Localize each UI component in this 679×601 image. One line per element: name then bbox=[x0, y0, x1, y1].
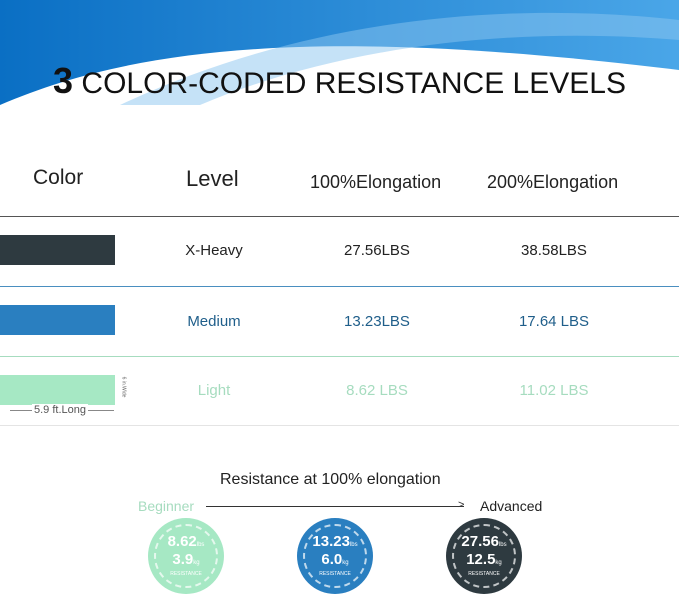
length-label: 5.9 ft.Long bbox=[32, 404, 88, 416]
divider bbox=[0, 425, 679, 426]
color-swatch-medium bbox=[0, 305, 115, 335]
header-banner bbox=[0, 0, 679, 105]
e100-xheavy: 27.56LBS bbox=[344, 242, 410, 259]
badge-xheavy: 27.56lbs 12.5kg RESISTANCE bbox=[446, 518, 522, 594]
level-medium: Medium bbox=[187, 313, 241, 330]
scale-arrow bbox=[206, 506, 464, 507]
level-xheavy: X-Heavy bbox=[185, 242, 243, 259]
badge-medium: 13.23lbs 6.0kg RESISTANCE bbox=[297, 518, 373, 594]
header-level: Level bbox=[186, 166, 239, 191]
divider bbox=[0, 286, 679, 287]
divider bbox=[0, 216, 679, 217]
scale-start: Beginner bbox=[138, 498, 195, 514]
badge-light: 8.62lbs 3.9kg RESISTANCE bbox=[148, 518, 224, 594]
arrow-head-icon: > bbox=[458, 499, 465, 511]
e100-medium: 13.23LBS bbox=[344, 313, 410, 330]
e200-light: 11.02 LBS bbox=[519, 382, 589, 399]
e200-xheavy: 38.58LBS bbox=[521, 242, 587, 259]
divider bbox=[0, 356, 679, 357]
level-light: Light bbox=[197, 382, 231, 399]
width-label: 6 in.Wide bbox=[120, 376, 127, 398]
header-200: 200%Elongation bbox=[487, 172, 619, 192]
header-color: Color bbox=[33, 166, 84, 189]
scale-title: Resistance at 100% elongation bbox=[220, 471, 441, 488]
color-swatch-light bbox=[0, 375, 115, 405]
e100-light: 8.62 LBS bbox=[346, 382, 408, 399]
scale-end: Advanced bbox=[480, 498, 543, 514]
page-title: 3 COLOR-CODED RESISTANCE LEVELS bbox=[53, 60, 626, 101]
header-100: 100%Elongation bbox=[310, 172, 442, 192]
e200-medium: 17.64 LBS bbox=[518, 313, 590, 330]
color-swatch-xheavy bbox=[0, 235, 115, 265]
